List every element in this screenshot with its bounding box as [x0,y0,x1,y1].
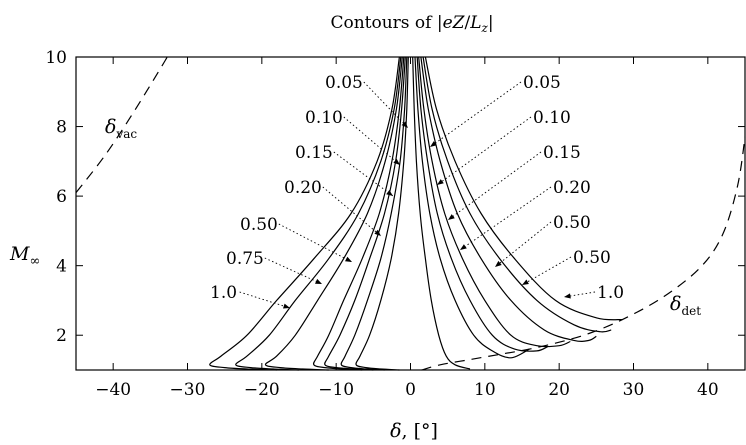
contour-right-1-0 [424,56,623,321]
label-leader [363,81,409,129]
x-tick-label: 30 [623,380,645,400]
x-tick-label: −20 [244,380,280,400]
contour-label-right: 0.50 [573,248,611,268]
x-tick-label: 20 [548,380,570,400]
label-arrowhead [448,214,455,220]
chart-title: Contours of |eZ/Lz| [330,13,493,35]
label-arrowhead [522,279,529,285]
contour-right-0-20 [418,56,571,348]
label-arrowhead [564,293,571,299]
contour-label-right: 0.20 [553,178,591,198]
contour-left-0-50 [264,56,403,371]
y-tick-label: 6 [56,187,67,207]
contour-labels: 1.0 0.75 0.50 0.20 0.15 0.10 0.05 0.05 0.10 0.15 0… [210,73,624,303]
contour-label-right: 0.15 [543,143,581,163]
label-leader [521,256,572,286]
label-leader [343,116,401,166]
contour-right-0-50 [420,56,597,342]
label-leader [563,291,596,298]
contour-label-right: 0.05 [523,73,561,93]
y-tick-label: 2 [56,326,67,346]
label-arrowhead [430,141,437,147]
label-arrowhead [460,244,467,250]
label-arrowhead [374,229,381,236]
label-leader [264,257,323,285]
x-axis-label: δ, [°] [390,420,438,442]
contour-left-0-75 [235,56,402,371]
y-tick-label: 8 [56,118,67,138]
label-leader [333,151,394,197]
contour-left-1-0 [209,56,400,371]
label-arrowhead [283,303,290,309]
contour-label-left: 0.05 [325,73,363,93]
x-tick-label: −40 [95,380,131,400]
label-leader [429,81,522,148]
label-arrowhead [386,190,393,196]
contour-label-right: 0.50 [553,213,591,233]
x-tick-label: 0 [405,380,416,400]
contour-left-0-20 [312,56,405,371]
contour-label-left: 0.20 [284,178,322,198]
label-arrowhead [393,158,400,165]
y-axis-label: M∞ [9,243,40,269]
y-tick-label: 4 [56,257,67,277]
label-leader [239,291,291,309]
label-leader [322,186,382,237]
contour-label-left: 0.50 [240,215,278,235]
plot-frame [75,56,746,371]
contour-right-0-15 [416,56,549,352]
label-leaders [239,81,596,309]
x-tick-label: −30 [170,380,206,400]
region-label-vac: δvac [105,116,137,141]
contour-left-0-15 [324,56,406,371]
contour-label-left: 0.15 [295,143,333,163]
label-arrowhead [401,121,408,128]
contour-label-left: 1.0 [210,283,237,303]
region-boundaries [75,55,746,371]
label-arrowhead [495,260,502,267]
label-leader [447,151,542,221]
contour-right-0-05 [412,56,471,370]
label-leader [278,223,353,263]
y-tick-label: 10 [45,48,67,68]
label-arrowhead [315,278,322,284]
contour-left-0-05 [355,56,409,371]
region-boundary-vac [75,55,169,193]
contour-label-right: 1.0 [597,283,624,303]
label-arrowhead [345,256,352,262]
contour-right-0-50 [422,56,612,333]
label-arrowhead [437,179,444,185]
contour-lines [209,56,623,371]
contour-label-left: 0.75 [226,249,264,269]
x-tick-label: 10 [474,380,496,400]
label-leader [436,116,532,186]
contour-left-0-10 [340,56,408,371]
contour-label-right: 0.10 [533,108,571,128]
region-label-det: δdet [670,293,701,318]
region-boundary-det [421,136,746,371]
x-tick-label: 40 [697,380,719,400]
axis-ticks: −40 −30 −20 −10 0 10 20 30 40 2 4 6 8 10 [45,48,745,400]
label-leader [459,186,552,251]
contour-right-0-10 [414,56,530,359]
contour-label-left: 0.10 [305,108,343,128]
x-tick-label: −10 [318,380,354,400]
